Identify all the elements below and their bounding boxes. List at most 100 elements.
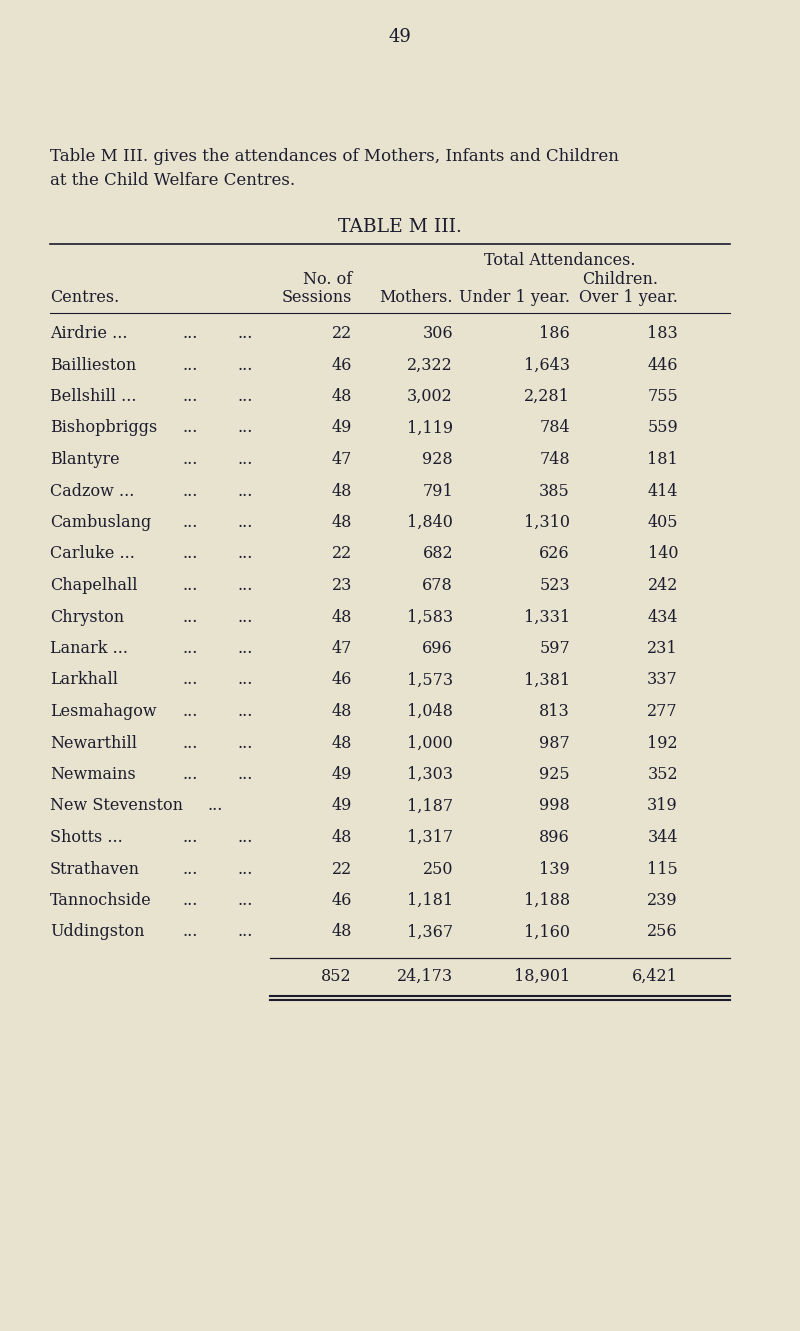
Text: Cadzow ...: Cadzow ... [50, 483, 134, 499]
Text: 46: 46 [332, 892, 352, 909]
Text: 405: 405 [647, 514, 678, 531]
Text: 1,119: 1,119 [407, 419, 453, 437]
Text: ...: ... [238, 672, 253, 688]
Text: 1,187: 1,187 [407, 797, 453, 815]
Text: 1,048: 1,048 [407, 703, 453, 720]
Text: 239: 239 [647, 892, 678, 909]
Text: ...: ... [238, 325, 253, 342]
Text: No. of: No. of [302, 272, 352, 287]
Text: ...: ... [238, 451, 253, 469]
Text: 1,583: 1,583 [407, 608, 453, 626]
Text: 1,840: 1,840 [407, 514, 453, 531]
Text: Airdrie ...: Airdrie ... [50, 325, 127, 342]
Text: 1,643: 1,643 [524, 357, 570, 374]
Text: 181: 181 [647, 451, 678, 469]
Text: 896: 896 [539, 829, 570, 847]
Text: 755: 755 [647, 389, 678, 405]
Text: 337: 337 [647, 672, 678, 688]
Text: 24,173: 24,173 [397, 968, 453, 985]
Text: Uddingston: Uddingston [50, 924, 145, 941]
Text: Bellshill ...: Bellshill ... [50, 389, 137, 405]
Text: 49: 49 [332, 797, 352, 815]
Text: Over 1 year.: Over 1 year. [579, 289, 678, 306]
Text: ...: ... [182, 578, 198, 594]
Text: ...: ... [182, 357, 198, 374]
Text: ...: ... [238, 483, 253, 499]
Text: 231: 231 [647, 640, 678, 658]
Text: 183: 183 [647, 325, 678, 342]
Text: 22: 22 [332, 546, 352, 563]
Text: 852: 852 [322, 968, 352, 985]
Text: ...: ... [238, 514, 253, 531]
Text: 523: 523 [539, 578, 570, 594]
Text: Shotts ...: Shotts ... [50, 829, 122, 847]
Text: Total Attendances.: Total Attendances. [484, 252, 636, 269]
Text: 48: 48 [332, 608, 352, 626]
Text: ...: ... [182, 546, 198, 563]
Text: 242: 242 [648, 578, 678, 594]
Text: 250: 250 [422, 861, 453, 877]
Text: 47: 47 [332, 451, 352, 469]
Text: ...: ... [238, 419, 253, 437]
Text: 1,160: 1,160 [524, 924, 570, 941]
Text: ...: ... [238, 357, 253, 374]
Text: 1,188: 1,188 [524, 892, 570, 909]
Text: ...: ... [238, 924, 253, 941]
Text: Lanark ...: Lanark ... [50, 640, 128, 658]
Text: ...: ... [182, 483, 198, 499]
Text: Chryston: Chryston [50, 608, 124, 626]
Text: 48: 48 [332, 514, 352, 531]
Text: ...: ... [238, 640, 253, 658]
Text: Newarthill: Newarthill [50, 735, 137, 752]
Text: 186: 186 [539, 325, 570, 342]
Text: ...: ... [182, 892, 198, 909]
Text: 2,322: 2,322 [407, 357, 453, 374]
Text: 115: 115 [647, 861, 678, 877]
Text: Newmains: Newmains [50, 767, 136, 783]
Text: ...: ... [182, 389, 198, 405]
Text: 1,381: 1,381 [524, 672, 570, 688]
Text: 1,310: 1,310 [524, 514, 570, 531]
Text: Bishopbriggs: Bishopbriggs [50, 419, 158, 437]
Text: 1,573: 1,573 [407, 672, 453, 688]
Text: ...: ... [182, 829, 198, 847]
Text: ...: ... [238, 608, 253, 626]
Text: ...: ... [182, 325, 198, 342]
Text: Tannochside: Tannochside [50, 892, 152, 909]
Text: 928: 928 [422, 451, 453, 469]
Text: 1,181: 1,181 [407, 892, 453, 909]
Text: 49: 49 [389, 28, 411, 47]
Text: ...: ... [182, 767, 198, 783]
Text: ...: ... [182, 861, 198, 877]
Text: 48: 48 [332, 483, 352, 499]
Text: 1,367: 1,367 [407, 924, 453, 941]
Text: 1,331: 1,331 [524, 608, 570, 626]
Text: ...: ... [182, 419, 198, 437]
Text: 2,281: 2,281 [524, 389, 570, 405]
Text: Children.: Children. [582, 272, 658, 287]
Text: 49: 49 [332, 767, 352, 783]
Text: Blantyre: Blantyre [50, 451, 120, 469]
Text: ...: ... [182, 924, 198, 941]
Text: New Stevenston: New Stevenston [50, 797, 183, 815]
Text: 47: 47 [332, 640, 352, 658]
Text: 256: 256 [647, 924, 678, 941]
Text: Under 1 year.: Under 1 year. [459, 289, 570, 306]
Text: ...: ... [182, 703, 198, 720]
Text: 306: 306 [422, 325, 453, 342]
Text: Cambuslang: Cambuslang [50, 514, 151, 531]
Text: 49: 49 [332, 419, 352, 437]
Text: 46: 46 [332, 672, 352, 688]
Text: 344: 344 [647, 829, 678, 847]
Text: 414: 414 [647, 483, 678, 499]
Text: 48: 48 [332, 735, 352, 752]
Text: 46: 46 [332, 357, 352, 374]
Text: 446: 446 [647, 357, 678, 374]
Text: ...: ... [238, 861, 253, 877]
Text: ...: ... [182, 672, 198, 688]
Text: 22: 22 [332, 861, 352, 877]
Text: 1,303: 1,303 [407, 767, 453, 783]
Text: Larkhall: Larkhall [50, 672, 118, 688]
Text: 48: 48 [332, 389, 352, 405]
Text: ...: ... [238, 546, 253, 563]
